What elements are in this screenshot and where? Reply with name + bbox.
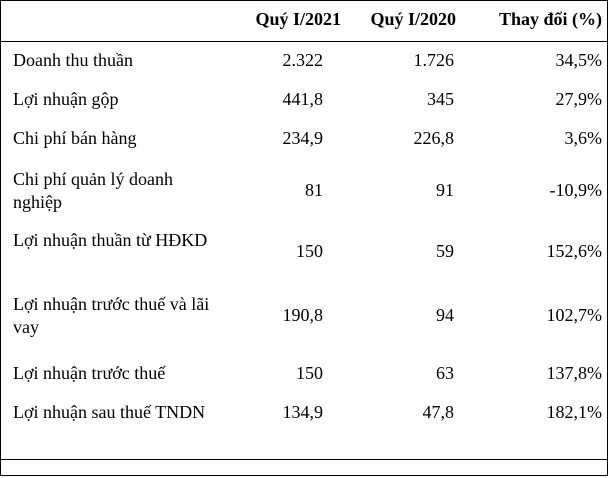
header-divider xyxy=(1,41,607,42)
cell-q1-2021: 81 xyxy=(305,180,323,200)
cell-q1-2020: 1.726 xyxy=(413,50,455,70)
cell-change: 182,1% xyxy=(546,402,603,422)
row-label: Lợi nhuận sau thuế TNDN xyxy=(13,402,206,422)
cell-q1-2020: 91 xyxy=(436,180,454,200)
header-change-percent: Thay đổi (%) xyxy=(498,9,602,29)
table-header: Quý I/2021 Quý I/2020 Thay đổi (%) xyxy=(1,1,607,41)
bottom-divider xyxy=(1,459,607,460)
cell-q1-2021: 150 xyxy=(296,363,323,383)
cell-q1-2020: 47,8 xyxy=(422,402,455,422)
cell-change: 34,5% xyxy=(555,50,603,70)
header-q1-2020: Quý I/2020 xyxy=(370,9,456,29)
row-label: Lợi nhuận thuần từ HĐKD xyxy=(13,230,208,250)
cell-q1-2020: 63 xyxy=(436,363,454,383)
cell-q1-2020: 226,8 xyxy=(413,128,455,148)
cell-change: 3,6% xyxy=(564,128,603,148)
row-label: Doanh thu thuần xyxy=(13,50,133,70)
cell-q1-2021: 134,9 xyxy=(282,402,324,422)
header-q1-2021: Quý I/2021 xyxy=(255,9,341,29)
row-label: Lợi nhuận gộp xyxy=(13,89,119,109)
cell-q1-2020: 94 xyxy=(436,305,454,325)
row-label: Lợi nhuận trước thuế xyxy=(13,363,166,383)
cell-q1-2020: 345 xyxy=(427,89,454,109)
row-label: Chi phí quản lý doanh nghiệp xyxy=(13,169,173,212)
row-label: Lợi nhuận trước thuế và lãi vay xyxy=(13,294,210,337)
cell-q1-2021: 2.322 xyxy=(282,50,324,70)
row-label: Chi phí bán hàng xyxy=(13,128,137,148)
cell-change: 27,9% xyxy=(555,89,603,109)
cell-change: -10,9% xyxy=(549,180,603,200)
cell-q1-2020: 59 xyxy=(436,241,454,261)
cell-q1-2021: 441,8 xyxy=(282,89,324,109)
cell-change: 152,6% xyxy=(546,241,603,261)
cell-q1-2021: 190,8 xyxy=(282,305,324,325)
cell-change: 137,8% xyxy=(546,363,603,383)
cell-q1-2021: 234,9 xyxy=(282,128,324,148)
cell-change: 102,7% xyxy=(546,305,603,325)
cell-q1-2021: 150 xyxy=(296,241,323,261)
